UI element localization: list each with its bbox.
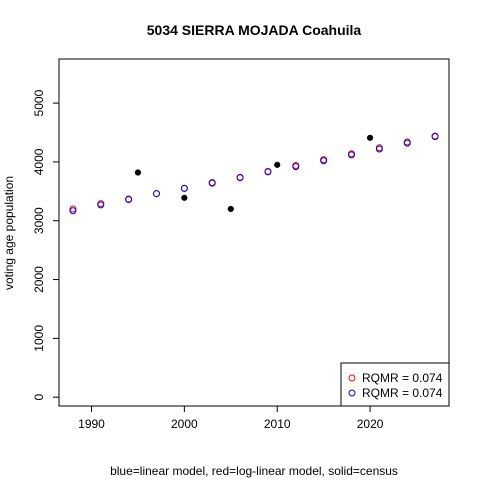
linear-model-point [431, 133, 439, 141]
x-tick-label: 1990 [78, 417, 105, 431]
chart-title: 5034 SIERRA MOJADA Coahuila [147, 22, 362, 38]
x-tick-label: 2020 [357, 417, 384, 431]
linear-model-point [180, 184, 188, 192]
y-tick-label: 1000 [32, 325, 46, 352]
linear-model-point [375, 145, 383, 153]
y-tick-label: 5000 [32, 89, 46, 116]
census-point [366, 134, 374, 141]
data-points [69, 132, 439, 215]
legend-label: RQMR = 0.074 [362, 371, 443, 385]
linear-model-point [97, 201, 105, 209]
census-point [274, 161, 281, 168]
legend-label: RQMR = 0.074 [362, 386, 443, 400]
y-axis-label: voting age population [2, 176, 16, 290]
x-axis-label: blue=linear model, red=log-linear model,… [110, 464, 398, 478]
linear-model-point [153, 190, 160, 198]
y-tick-label: 2000 [32, 266, 46, 293]
x-tick-label: 2000 [171, 417, 198, 431]
linear-model-point [208, 179, 216, 187]
linear-model-point [320, 157, 328, 165]
linear-model-point [69, 207, 77, 215]
x-tick-label: 2010 [264, 417, 291, 431]
linear-model-point [348, 151, 355, 159]
linear-model-point [403, 139, 411, 147]
linear-model-point [125, 196, 133, 204]
legend-marker [348, 374, 356, 382]
linear-model-point [236, 174, 244, 182]
plot-frame [58, 58, 450, 407]
y-axis: 0 1000 2000 3000 4000 5000 [32, 89, 59, 401]
linear-model-point [264, 168, 272, 176]
legend-box [340, 362, 450, 407]
census-point [181, 194, 188, 201]
census-point [227, 205, 234, 213]
census-point [134, 169, 142, 176]
legend-marker [348, 389, 356, 397]
linear-model-point [292, 163, 300, 171]
y-tick-label: 4000 [32, 148, 46, 175]
x-axis: 1990 2000 2010 2020 [78, 406, 384, 431]
y-tick-label: 3000 [32, 207, 46, 234]
y-tick-label: 0 [32, 394, 46, 401]
